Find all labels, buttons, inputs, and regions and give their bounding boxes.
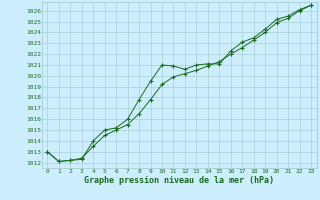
X-axis label: Graphe pression niveau de la mer (hPa): Graphe pression niveau de la mer (hPa)	[84, 176, 274, 185]
